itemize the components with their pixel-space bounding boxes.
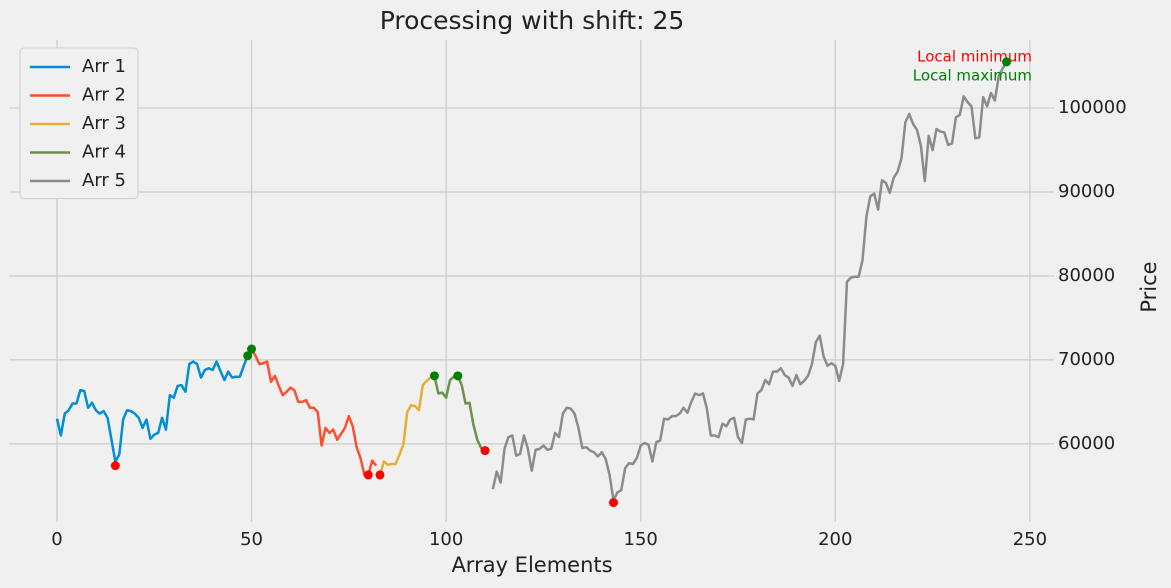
y-tick-label: 80000	[1058, 265, 1115, 286]
extremum-marker	[247, 344, 257, 354]
extremum-marker	[453, 371, 463, 381]
marker-label: Local minimum	[917, 48, 1032, 66]
legend-label: Arr 5	[82, 170, 126, 191]
series-line	[433, 374, 486, 452]
chart-title: Processing with shift: 25	[380, 6, 685, 35]
legend-label: Arr 1	[82, 56, 126, 77]
series-line	[250, 348, 378, 477]
extremum-marker	[429, 371, 439, 381]
grid	[9, 40, 1054, 522]
legend-label: Arr 4	[82, 142, 126, 163]
series-line	[55, 348, 253, 463]
y-tick-label: 60000	[1058, 433, 1115, 454]
x-tick-label: 250	[1013, 529, 1047, 550]
y-tick-label: 70000	[1058, 349, 1115, 370]
x-axis-label: Array Elements	[451, 553, 612, 577]
y-axis-label: Price	[1137, 261, 1161, 312]
legend: Arr 1 Arr 2 Arr 3 Arr 4 Arr 5	[19, 47, 139, 199]
series-line	[491, 61, 1008, 502]
y-tick-label: 90000	[1058, 181, 1115, 202]
marker-label: Local maximum	[913, 67, 1032, 85]
x-tick-label: 50	[240, 529, 263, 550]
extremum-marker	[1002, 57, 1012, 67]
extremum-marker	[608, 498, 618, 508]
extremum-marker	[110, 461, 120, 471]
legend-label: Arr 3	[82, 113, 126, 134]
series-line	[378, 374, 435, 476]
x-tick-label: 150	[624, 529, 658, 550]
x-tick-label: 100	[429, 529, 463, 550]
y-tick-label: 100000	[1058, 97, 1127, 118]
extremum-marker	[480, 446, 490, 456]
extremum-marker	[243, 351, 253, 361]
legend-label: Arr 2	[82, 85, 126, 106]
x-tick-label: 0	[51, 529, 62, 550]
legend-box	[19, 47, 139, 199]
extremum-marker	[375, 470, 385, 480]
extremum-marker	[363, 470, 373, 480]
x-tick-label: 200	[818, 529, 852, 550]
